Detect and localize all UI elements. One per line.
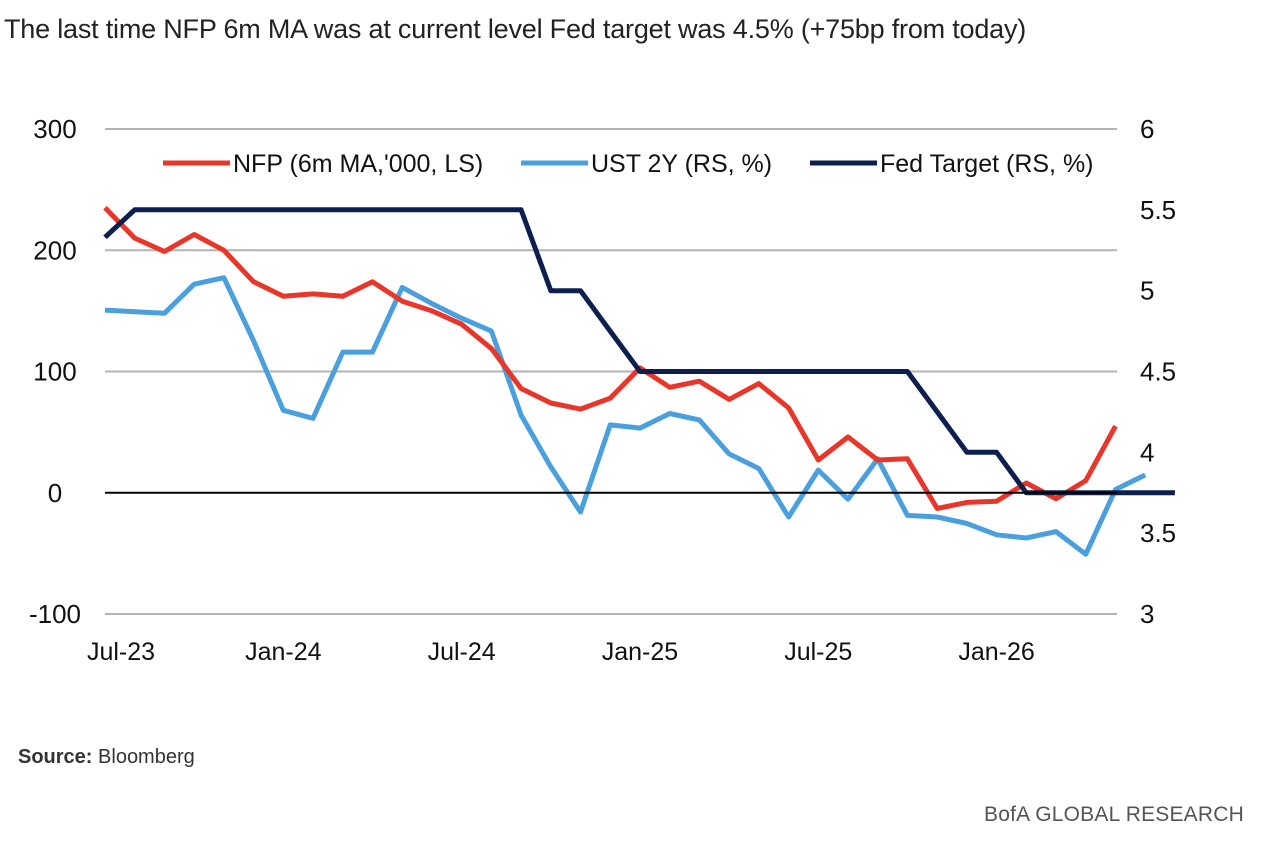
fed-target-line [103,207,1175,496]
gridlines [105,128,1117,615]
nfp-line [103,206,1118,511]
legend: NFP (6m MA,'000, LS) UST 2Y (RS, %) Fed Ta… [163,150,1094,178]
source-label: Source: [18,746,93,768]
source-value: Bloomberg [98,746,195,768]
chart-title: The last time NFP 6m MA was at current l… [4,14,1027,44]
source-note: Source: Bloomberg [18,746,195,769]
legend-label: UST 2Y (RS, %) [591,150,772,178]
right-tick-label: 4 [1140,437,1154,467]
right-tick-label: 3 [1140,599,1154,629]
x-tick-label: Jan-25 [602,638,678,666]
legend-label: NFP (6m MA,'000, LS) [233,150,483,178]
right-tick-label: 5.5 [1140,195,1176,225]
x-tick-label: Jan-26 [958,638,1034,666]
x-tick-label: Jul-24 [428,638,496,666]
left-tick-label: 0 [48,478,62,508]
x-tick-label: Jan-24 [245,638,322,666]
right-axis-tick-labels: 6 5.5 5 4.5 4 3.5 3 [1140,114,1176,629]
right-tick-label: 4.5 [1140,357,1176,387]
left-axis-tick-labels: 300 200 100 0 -100 [29,114,81,629]
left-tick-label: 300 [33,114,76,144]
brand-footer: BofA GLOBAL RESEARCH [984,803,1244,826]
x-axis-tick-labels: Jul-23 Jan-24 Jul-24 Jan-25 Jul-25 Jan-26 [87,638,1035,666]
legend-label: Fed Target (RS, %) [880,150,1094,178]
left-tick-label: 200 [33,235,76,265]
x-tick-label: Jul-23 [87,638,155,666]
right-tick-label: 6 [1140,114,1154,144]
left-tick-label: 100 [33,357,76,387]
series-lines [103,206,1175,557]
right-tick-label: 5 [1140,276,1154,306]
right-tick-label: 3.5 [1140,518,1176,548]
left-tick-label: -100 [29,599,81,629]
x-tick-label: Jul-25 [784,638,852,666]
ust2y-line [104,275,1147,557]
